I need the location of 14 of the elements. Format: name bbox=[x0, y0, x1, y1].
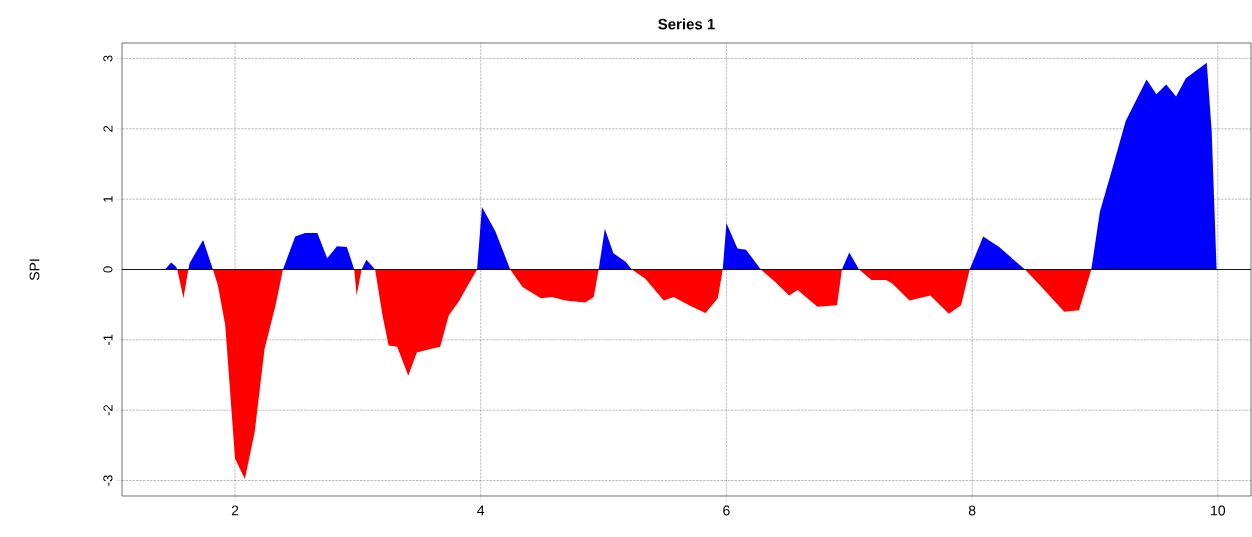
x-tick-label: 4 bbox=[477, 505, 485, 516]
y-tick-label: 2 bbox=[103, 125, 113, 132]
y-tick-label: 3 bbox=[103, 55, 113, 62]
y-tick-label: 1 bbox=[103, 196, 113, 202]
y-tick-label: 0 bbox=[103, 266, 113, 273]
chart-title: Series 1 bbox=[658, 18, 715, 30]
y-tick-label: -2 bbox=[103, 405, 113, 416]
x-tick-label: 10 bbox=[1211, 505, 1226, 516]
x-tick-label: 8 bbox=[968, 505, 976, 516]
x-tick-label: 2 bbox=[231, 505, 239, 516]
y-tick-label: -3 bbox=[103, 475, 113, 486]
x-tick-label: 6 bbox=[723, 505, 730, 516]
y-tick-label: -1 bbox=[103, 334, 113, 346]
y-axis-title: SPI bbox=[29, 259, 40, 281]
